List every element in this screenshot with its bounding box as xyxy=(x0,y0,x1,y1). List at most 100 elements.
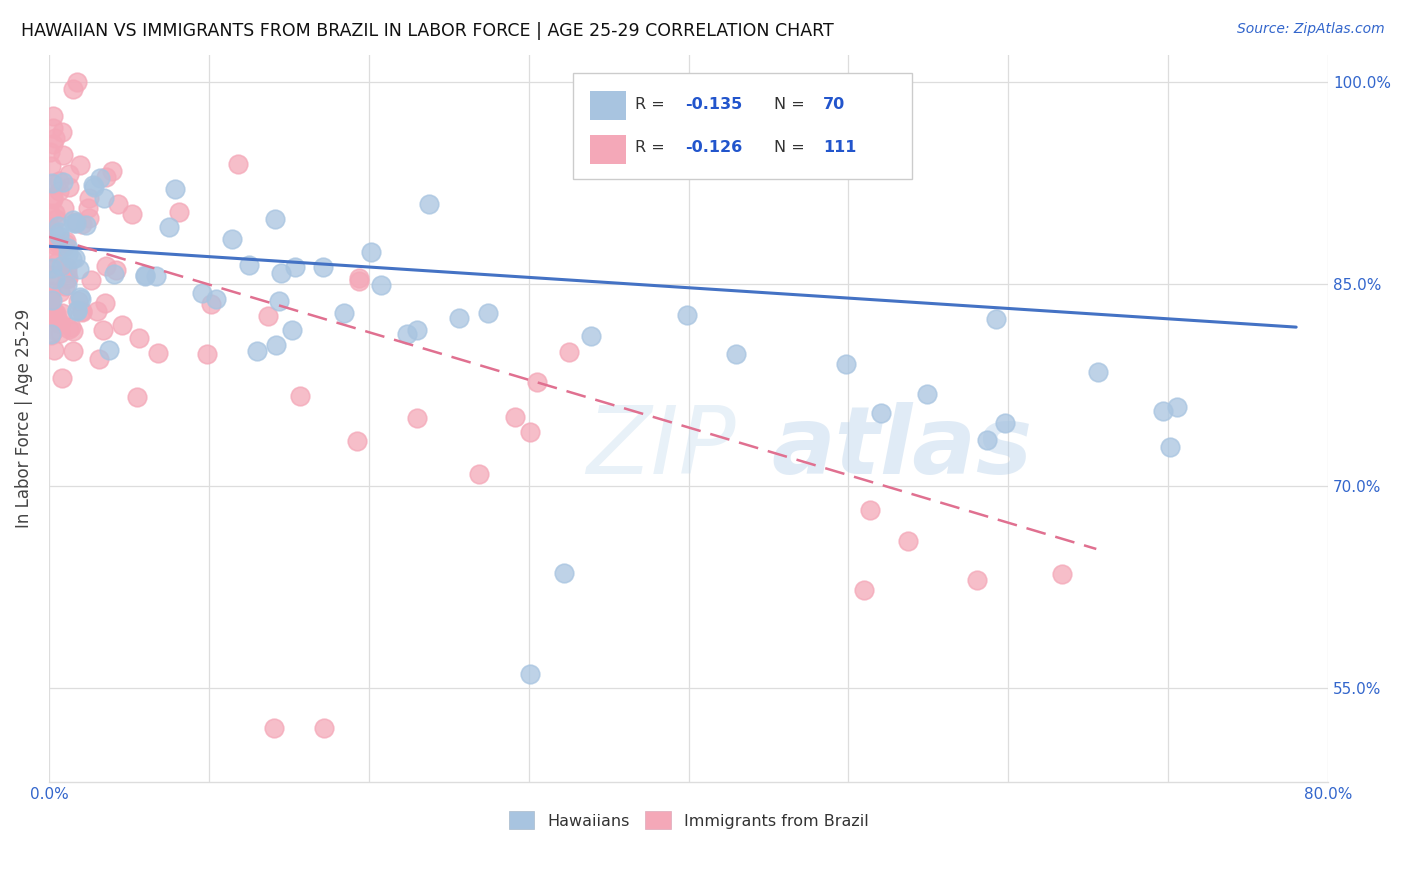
Text: atlas: atlas xyxy=(772,401,1033,493)
Point xyxy=(39,327,62,342)
Point xyxy=(1159,440,1181,454)
Point xyxy=(42,109,65,123)
Text: 111: 111 xyxy=(823,140,856,155)
Point xyxy=(976,433,998,447)
Point xyxy=(51,306,73,320)
Point xyxy=(77,191,100,205)
Point xyxy=(48,184,70,198)
Point xyxy=(312,260,335,275)
Point xyxy=(477,306,499,320)
Point xyxy=(725,346,748,360)
Point xyxy=(157,220,180,235)
Text: HAWAIIAN VS IMMIGRANTS FROM BRAZIL IN LABOR FORCE | AGE 25-29 CORRELATION CHART: HAWAIIAN VS IMMIGRANTS FROM BRAZIL IN LA… xyxy=(21,22,834,40)
Point xyxy=(52,148,75,162)
Point xyxy=(986,311,1008,326)
Point xyxy=(101,163,124,178)
Point xyxy=(396,327,419,342)
Point xyxy=(58,322,80,336)
Point xyxy=(45,309,67,323)
Point xyxy=(45,235,67,249)
Point xyxy=(675,308,697,322)
Point xyxy=(468,467,491,481)
Point xyxy=(42,228,65,243)
Point xyxy=(553,566,575,581)
Point xyxy=(163,182,186,196)
Point xyxy=(39,268,62,283)
Point xyxy=(238,258,260,272)
Point xyxy=(65,215,87,229)
Point xyxy=(45,255,67,269)
Point xyxy=(195,347,218,361)
Point xyxy=(49,316,72,330)
Point xyxy=(41,176,63,190)
Point xyxy=(51,371,73,385)
Text: ZIP: ZIP xyxy=(586,402,735,493)
Point xyxy=(44,323,66,337)
Point xyxy=(60,252,83,266)
Point xyxy=(56,260,79,274)
Point xyxy=(69,292,91,306)
Point xyxy=(39,284,62,298)
Point xyxy=(1087,365,1109,379)
Point xyxy=(205,292,228,306)
Point xyxy=(228,157,250,171)
Point xyxy=(134,268,156,283)
Point xyxy=(167,205,190,219)
Point xyxy=(125,390,148,404)
Point xyxy=(145,269,167,284)
Point xyxy=(69,158,91,172)
Point xyxy=(75,219,97,233)
Point xyxy=(859,503,882,517)
Point xyxy=(48,174,70,188)
Point xyxy=(45,306,67,320)
Point xyxy=(53,201,76,215)
Point xyxy=(38,206,60,220)
Text: 70: 70 xyxy=(823,97,845,112)
Y-axis label: In Labor Force | Age 25-29: In Labor Force | Age 25-29 xyxy=(15,309,32,528)
Point xyxy=(42,343,65,357)
Point xyxy=(42,177,65,191)
Point xyxy=(66,75,89,89)
Point xyxy=(63,216,86,230)
Point xyxy=(38,299,60,313)
Point xyxy=(51,260,73,275)
Legend: Hawaiians, Immigrants from Brazil: Hawaiians, Immigrants from Brazil xyxy=(502,805,875,836)
Point xyxy=(65,216,87,230)
Point xyxy=(70,217,93,231)
Point xyxy=(897,534,920,549)
Point xyxy=(87,352,110,367)
Point xyxy=(86,304,108,318)
Point xyxy=(79,272,101,286)
Point xyxy=(526,375,548,389)
Point xyxy=(41,261,63,276)
Point xyxy=(42,303,65,318)
Point xyxy=(56,241,79,255)
Point xyxy=(41,328,63,343)
Point xyxy=(58,179,80,194)
Point xyxy=(41,225,63,239)
Text: N =: N = xyxy=(775,140,810,155)
Point xyxy=(51,125,73,139)
Point xyxy=(41,230,63,244)
Point xyxy=(1152,403,1174,417)
Point xyxy=(148,346,170,360)
Point xyxy=(70,305,93,319)
Point xyxy=(82,178,104,193)
Point xyxy=(853,582,876,597)
Point xyxy=(107,197,129,211)
Point xyxy=(52,239,75,253)
Point xyxy=(246,344,269,359)
Point xyxy=(70,304,93,318)
Point xyxy=(51,260,73,274)
Point xyxy=(264,212,287,227)
Point xyxy=(406,411,429,425)
Point xyxy=(42,137,65,152)
Point xyxy=(62,212,84,227)
Point xyxy=(128,331,150,345)
Point xyxy=(503,409,526,424)
Point xyxy=(270,266,292,280)
Point xyxy=(39,294,62,309)
Point xyxy=(67,294,90,309)
Point xyxy=(134,268,156,282)
Point xyxy=(557,344,579,359)
